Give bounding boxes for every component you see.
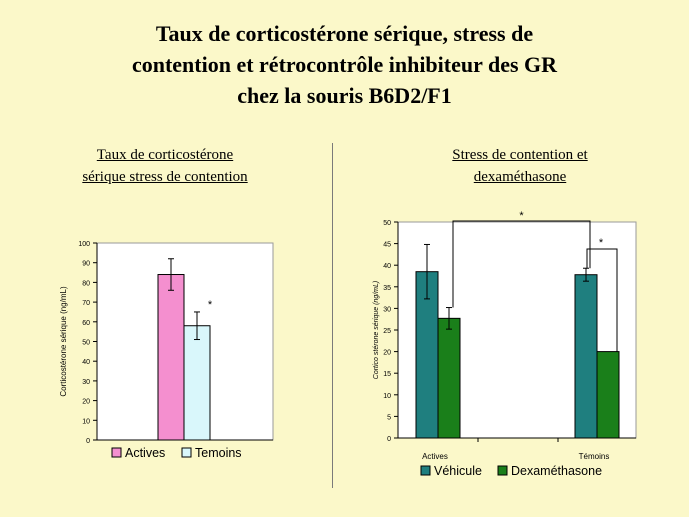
left-bar-temoins — [183, 325, 211, 441]
left-y-tick-label: 10 — [82, 418, 90, 425]
right-bar-1-0 — [574, 274, 598, 439]
right-category-label-0: Actives — [422, 452, 448, 461]
left-y-tick-label: 0 — [86, 438, 90, 445]
right-significance-star-1: * — [519, 210, 524, 222]
right-chart-title: Stress de contention et dexaméthasone — [395, 144, 645, 188]
right-legend-label-1: Dexaméthasone — [511, 464, 602, 478]
left-legend-swatch-actives — [111, 447, 122, 458]
right-legend-swatch-1 — [497, 465, 508, 476]
slide-title-line-1: Taux de corticostérone sérique, stress d… — [155, 21, 534, 46]
left-y-tick-label: 80 — [82, 280, 90, 287]
right-y-tick-label: 40 — [383, 263, 391, 270]
slide-title-line-2: contention et rétrocontrôle inhibiteur d… — [131, 52, 558, 77]
left-y-tick-label: 60 — [82, 320, 90, 327]
left-chart-title-line-1: Taux de corticostérone — [96, 147, 234, 163]
left-legend-swatch-temoins — [181, 447, 192, 458]
right-legend-label-0: Véhicule — [434, 464, 482, 478]
slide-title: Taux de corticostérone sérique, stress d… — [0, 18, 689, 111]
right-chart: 0 5 10 15 20 25 30 35 40 45 50 Cortico stérone séri… — [373, 210, 637, 478]
left-y-axis-label: Corticostérone sérique (ng/mL) — [59, 286, 68, 397]
right-bracket-1 — [452, 220, 591, 308]
left-legend-label-actives: Actives — [125, 446, 165, 460]
right-y-tick-label: 35 — [383, 285, 391, 292]
left-bar-actives — [157, 274, 185, 441]
left-chart: 0 10 20 30 40 50 60 70 80 90 100 Corticostérone sér… — [59, 241, 274, 460]
slide-title-line-3: chez la souris B6D2/F1 — [237, 83, 452, 108]
left-significance-star: * — [208, 299, 213, 311]
right-chart-title-line-2: dexaméthasone — [473, 169, 567, 185]
right-y-tick-label: 10 — [383, 393, 391, 400]
right-y-tick-label: 20 — [383, 350, 391, 357]
right-y-tick-label: 25 — [383, 328, 391, 335]
left-y-tick-label: 50 — [82, 340, 90, 347]
left-y-tick-label: 20 — [82, 399, 90, 406]
left-y-tick-label: 40 — [82, 359, 90, 366]
right-y-tick-label: 15 — [383, 371, 391, 378]
right-bracket-2 — [586, 248, 618, 352]
right-category-label-1: Témoins — [579, 452, 610, 461]
left-y-tick-label: 100 — [78, 241, 90, 248]
left-legend-label-temoins: Temoins — [195, 446, 242, 460]
left-y-tick-label: 30 — [82, 379, 90, 386]
right-y-tick-label: 0 — [387, 436, 391, 443]
right-chart-title-line-1: Stress de contention et — [452, 147, 588, 163]
right-bar-0-1 — [437, 317, 461, 439]
right-significance-star-2: * — [599, 237, 604, 249]
right-y-tick-label: 30 — [383, 306, 391, 313]
right-y-tick-label: 45 — [383, 242, 391, 249]
right-bar-1-1 — [596, 351, 620, 439]
right-y-tick-label: 5 — [387, 414, 391, 421]
left-y-tick-label: 70 — [82, 300, 90, 307]
left-chart-title: Taux de corticostérone sérique stress de… — [40, 144, 290, 188]
right-y-tick-label: 50 — [383, 220, 391, 227]
left-y-tick-label: 90 — [82, 261, 90, 268]
right-legend-swatch-0 — [420, 465, 431, 476]
left-chart-title-line-2: sérique stress de contention — [82, 169, 248, 185]
panel-divider — [332, 143, 333, 488]
right-y-axis-label: Cortico stérone sérique (ng/mL) — [373, 281, 380, 379]
